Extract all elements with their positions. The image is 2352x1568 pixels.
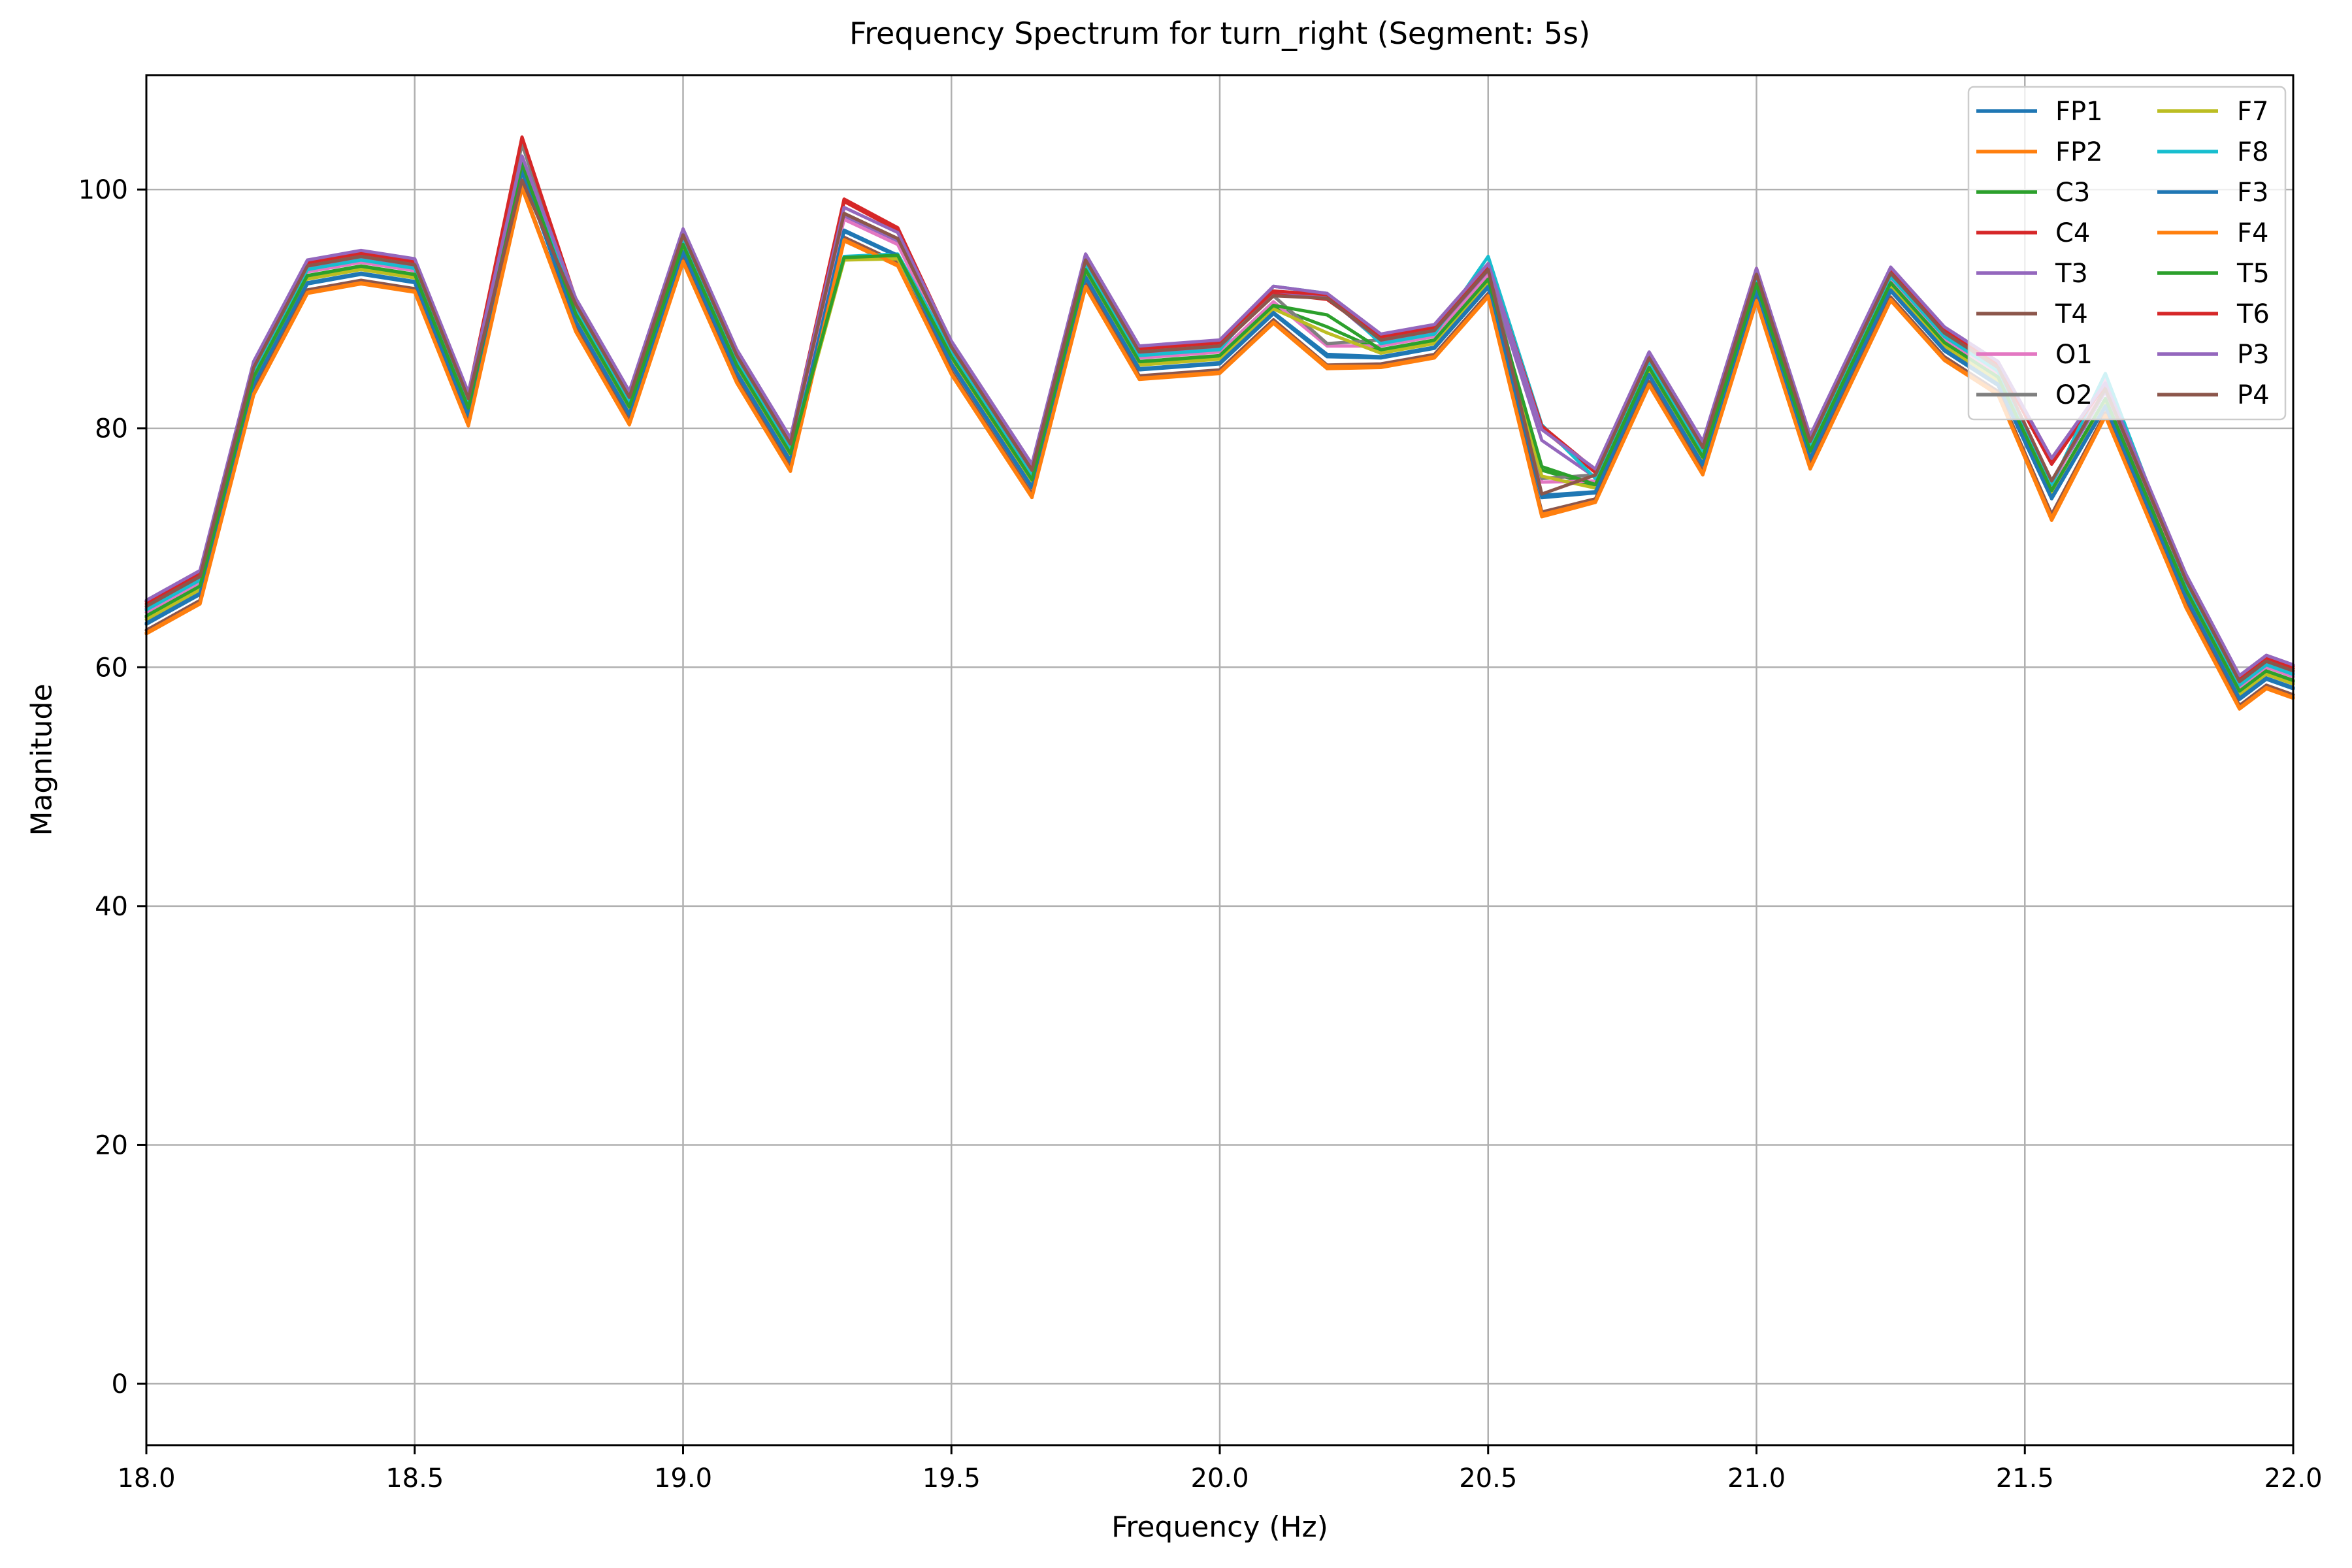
legend-label: T6 bbox=[2236, 299, 2270, 329]
legend-entry-T4: T4 bbox=[1976, 299, 2088, 329]
legend-label: T4 bbox=[2055, 299, 2088, 329]
y-tick-label: 60 bbox=[95, 653, 128, 683]
legend-label: T5 bbox=[2236, 259, 2270, 289]
legend-label: F8 bbox=[2237, 137, 2268, 167]
legend-entry-C4: C4 bbox=[1976, 218, 2090, 248]
legend-entry-T6: T6 bbox=[2157, 299, 2270, 329]
x-tick-label: 21.0 bbox=[1727, 1463, 1786, 1494]
legend-entry-C3: C3 bbox=[1976, 178, 2090, 208]
y-tick-label: 100 bbox=[78, 175, 128, 205]
legend-label: FP2 bbox=[2055, 137, 2103, 167]
legend-entry-F4: F4 bbox=[2157, 218, 2268, 248]
legend-entry-F3: F3 bbox=[2157, 178, 2268, 208]
legend-label: F7 bbox=[2237, 97, 2268, 127]
legend-label: O2 bbox=[2055, 380, 2093, 410]
legend-entry-F7: F7 bbox=[2157, 97, 2268, 127]
y-tick-label: 20 bbox=[95, 1130, 128, 1160]
x-tick-label: 18.0 bbox=[117, 1463, 175, 1494]
axis-ticks: 18.0 18.5 19.0 19.5 20.0 20.5 21.0 21.5 22.0 0 20 4… bbox=[78, 175, 2323, 1494]
legend-label: P3 bbox=[2237, 340, 2270, 370]
x-tick-label: 19.5 bbox=[923, 1463, 981, 1494]
legend-entry-FP1: FP1 bbox=[1976, 97, 2103, 127]
x-tick-label: 22.0 bbox=[2264, 1463, 2322, 1494]
legend-label: F4 bbox=[2237, 218, 2268, 248]
x-tick-label: 20.0 bbox=[1190, 1463, 1249, 1494]
legend-label: P4 bbox=[2237, 380, 2270, 410]
legend-entry-T3: T3 bbox=[1976, 259, 2088, 289]
x-tick-label: 19.0 bbox=[654, 1463, 712, 1494]
legend-entry-O2: O2 bbox=[1976, 380, 2093, 410]
chart-title: Frequency Spectrum for turn_right (Segme… bbox=[849, 16, 1591, 51]
y-tick-label: 0 bbox=[112, 1369, 128, 1399]
legend-entry-P3: P3 bbox=[2157, 340, 2270, 370]
y-tick-label: 40 bbox=[95, 892, 128, 922]
legend-box bbox=[1967, 86, 2287, 421]
legend-label: F3 bbox=[2237, 178, 2268, 208]
legend: FP1 FP2 C3 C4 T3 T4 O1 O2 F7 F8 F3 F4 T5 T6 P3 P4 bbox=[1967, 86, 2287, 421]
legend-entry-FP2: FP2 bbox=[1976, 137, 2103, 167]
x-axis-label: Frequency (Hz) bbox=[1111, 1511, 1328, 1544]
y-axis-label: Magnitude bbox=[25, 683, 59, 836]
x-tick-label: 21.5 bbox=[1996, 1463, 2054, 1494]
legend-label: C3 bbox=[2055, 178, 2090, 208]
legend-entry-P4: P4 bbox=[2157, 380, 2270, 410]
x-tick-label: 18.5 bbox=[385, 1463, 444, 1494]
legend-label: C4 bbox=[2055, 218, 2090, 248]
legend-entry-F8: F8 bbox=[2157, 137, 2268, 167]
legend-label: FP1 bbox=[2055, 97, 2103, 127]
legend-label: T3 bbox=[2055, 259, 2088, 289]
legend-label: O1 bbox=[2055, 340, 2093, 370]
y-tick-label: 80 bbox=[95, 414, 128, 444]
legend-entry-O1: O1 bbox=[1976, 340, 2093, 370]
legend-entry-T5: T5 bbox=[2157, 259, 2270, 289]
x-tick-label: 20.5 bbox=[1459, 1463, 1517, 1494]
